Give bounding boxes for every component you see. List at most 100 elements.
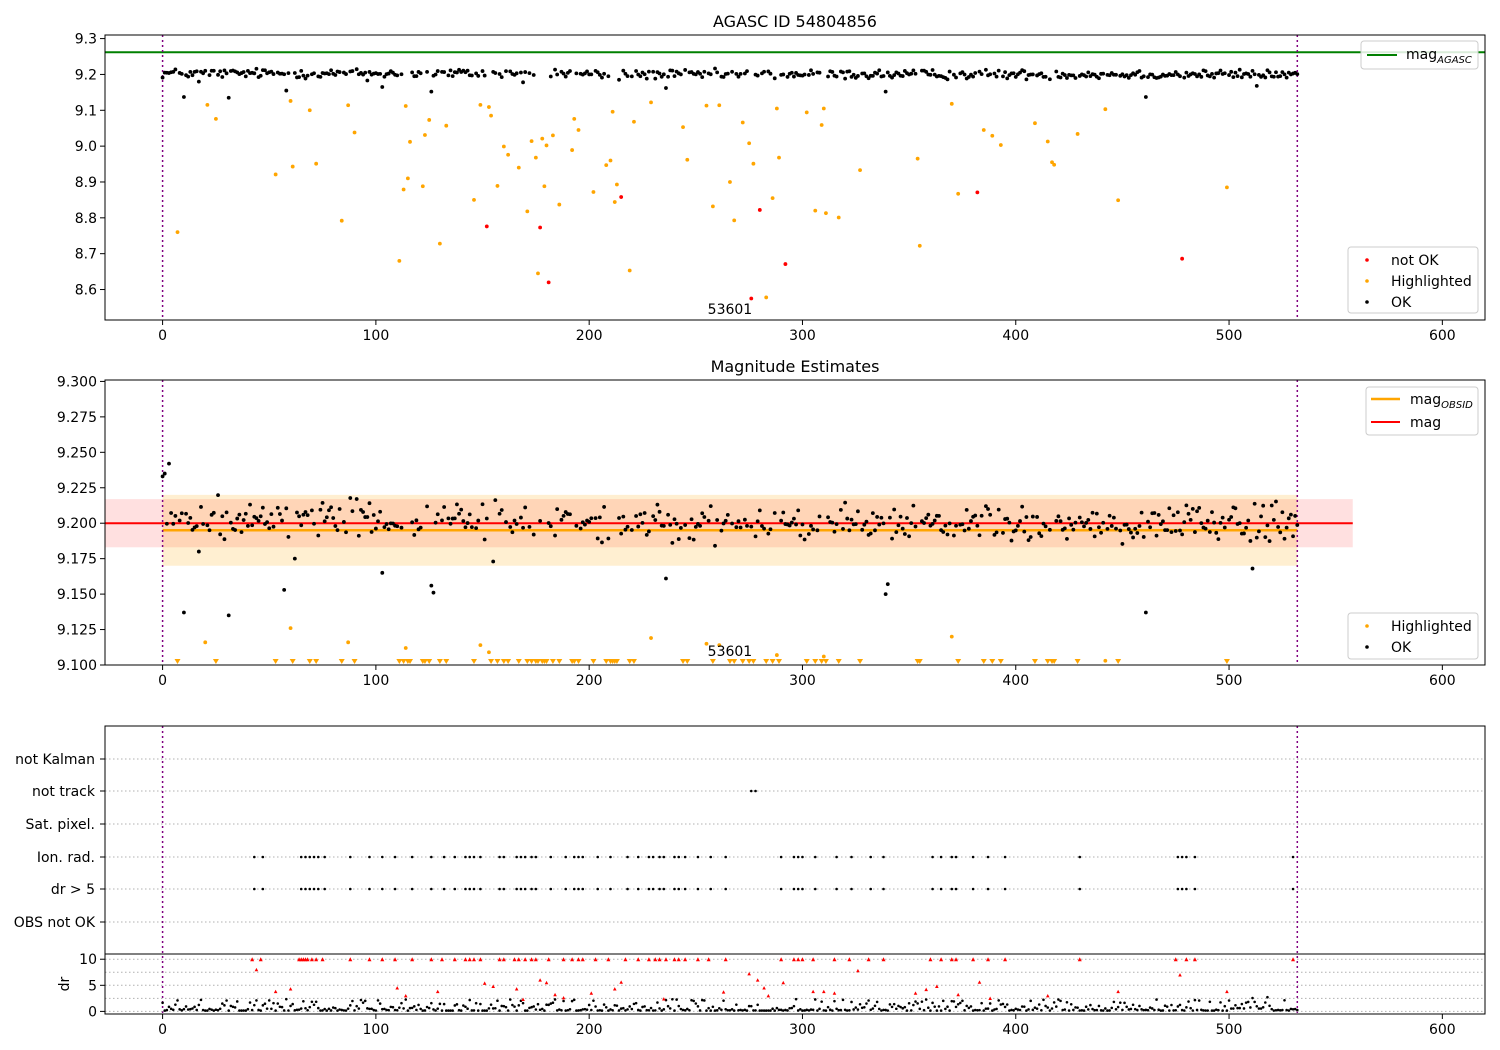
ok-point <box>1235 74 1240 78</box>
dr-point <box>984 1007 988 1010</box>
legend-marker-ok <box>1365 645 1369 649</box>
dr-point <box>717 1006 721 1010</box>
dr-point <box>366 1007 369 1010</box>
ok-point <box>1263 535 1268 540</box>
y-tick-label: 0 <box>88 1004 97 1020</box>
ok-point <box>250 523 255 528</box>
ion-rad-marker <box>299 855 303 859</box>
highlighted-point <box>288 626 293 631</box>
highlighted-below-marker <box>769 659 776 664</box>
ok-point <box>922 521 926 525</box>
dr-point <box>935 1009 939 1012</box>
ok-point <box>295 510 299 515</box>
highlighted-below-marker <box>174 659 181 664</box>
ok-point <box>676 537 681 541</box>
dr-point <box>1163 1004 1167 1008</box>
dr-point <box>1125 1005 1128 1009</box>
ok-point <box>337 70 342 74</box>
highlighted-below-marker <box>396 659 403 664</box>
dr-point <box>1223 1004 1227 1008</box>
highlighted-below-marker <box>528 659 535 664</box>
highlighted-point <box>717 643 722 648</box>
ok-point <box>493 71 498 75</box>
dr-point <box>890 1005 894 1009</box>
dr-point <box>1059 999 1062 1003</box>
ok-point <box>760 524 764 528</box>
highlighted-point <box>917 243 922 248</box>
dr-gt5-marker <box>472 887 476 891</box>
highlighted-point <box>175 230 180 235</box>
ok-point <box>1152 511 1157 515</box>
highlighted-point <box>608 158 613 163</box>
dr-point <box>1003 1005 1007 1009</box>
dr-point <box>470 1009 474 1012</box>
dr-point <box>1121 1008 1124 1012</box>
dr-point <box>732 1009 736 1012</box>
highlighted-below-marker <box>997 659 1004 664</box>
ion-rad-marker <box>308 855 312 859</box>
ok-point <box>504 69 508 74</box>
ok-point <box>661 72 666 77</box>
ion-rad-marker <box>261 855 265 859</box>
dr-point <box>440 1009 444 1012</box>
highlighted-below-marker <box>626 659 633 664</box>
dr-point <box>528 1006 531 1010</box>
ok-point <box>879 515 884 520</box>
dr-point <box>534 1008 538 1011</box>
ok-point <box>1137 69 1142 73</box>
ok-point <box>1210 510 1214 515</box>
ion-rad-marker <box>253 855 256 859</box>
dr-clipped-marker <box>320 957 325 962</box>
dr-point <box>696 1005 700 1008</box>
y-tick-label: 9.250 <box>57 445 97 461</box>
dr-gt5-marker <box>515 887 518 891</box>
dr-gt5-marker <box>939 887 943 891</box>
dr-point <box>575 1009 578 1012</box>
ok-point <box>1035 515 1039 519</box>
dr-point <box>818 1007 821 1011</box>
dr-point <box>694 1002 698 1005</box>
ok-point <box>350 509 355 514</box>
dr-point <box>758 1009 762 1012</box>
dr-gt5-marker <box>658 887 661 891</box>
ok-point <box>1133 526 1138 531</box>
ion-rad-marker <box>530 855 533 859</box>
dr-gt5-marker <box>530 887 533 891</box>
ok-point <box>992 532 997 537</box>
ok-point <box>318 74 323 79</box>
highlighted-point <box>836 215 841 220</box>
ok-point <box>1111 515 1116 520</box>
dr-point <box>1061 1008 1064 1012</box>
ok-point <box>1250 566 1255 571</box>
ok-point <box>205 523 210 528</box>
highlighted-point <box>205 103 210 107</box>
highlighted-point <box>525 209 530 214</box>
ion-rad-marker <box>986 855 990 859</box>
dr-flagged-point <box>977 980 982 984</box>
ok-point <box>1286 516 1291 521</box>
ok-point <box>1009 538 1014 543</box>
dr-point <box>242 1009 245 1012</box>
ok-point <box>574 71 579 76</box>
dr-gt5-marker <box>636 887 640 891</box>
flag-row-label: Ion. rad. <box>37 850 95 866</box>
ok-point <box>1139 510 1144 515</box>
ok-point <box>1124 73 1129 78</box>
not-ok-point <box>546 280 551 285</box>
ion-rad-marker <box>348 855 352 859</box>
dr-clipped-marker <box>1184 957 1189 962</box>
ok-point <box>1178 528 1182 533</box>
dr-point <box>722 999 725 1002</box>
dr-point <box>1044 1004 1047 1008</box>
dr-gt5-marker <box>677 887 681 891</box>
ok-point <box>1118 528 1123 533</box>
ok-point <box>1092 534 1097 539</box>
legend-marker-highlighted <box>1365 624 1369 628</box>
ok-point <box>226 613 231 618</box>
dr-point <box>376 999 380 1002</box>
dr-point <box>1148 1006 1152 1009</box>
ion-rad-marker <box>662 855 666 859</box>
ok-point <box>723 518 728 523</box>
ok-point <box>905 516 909 520</box>
ok-point <box>1214 530 1219 535</box>
